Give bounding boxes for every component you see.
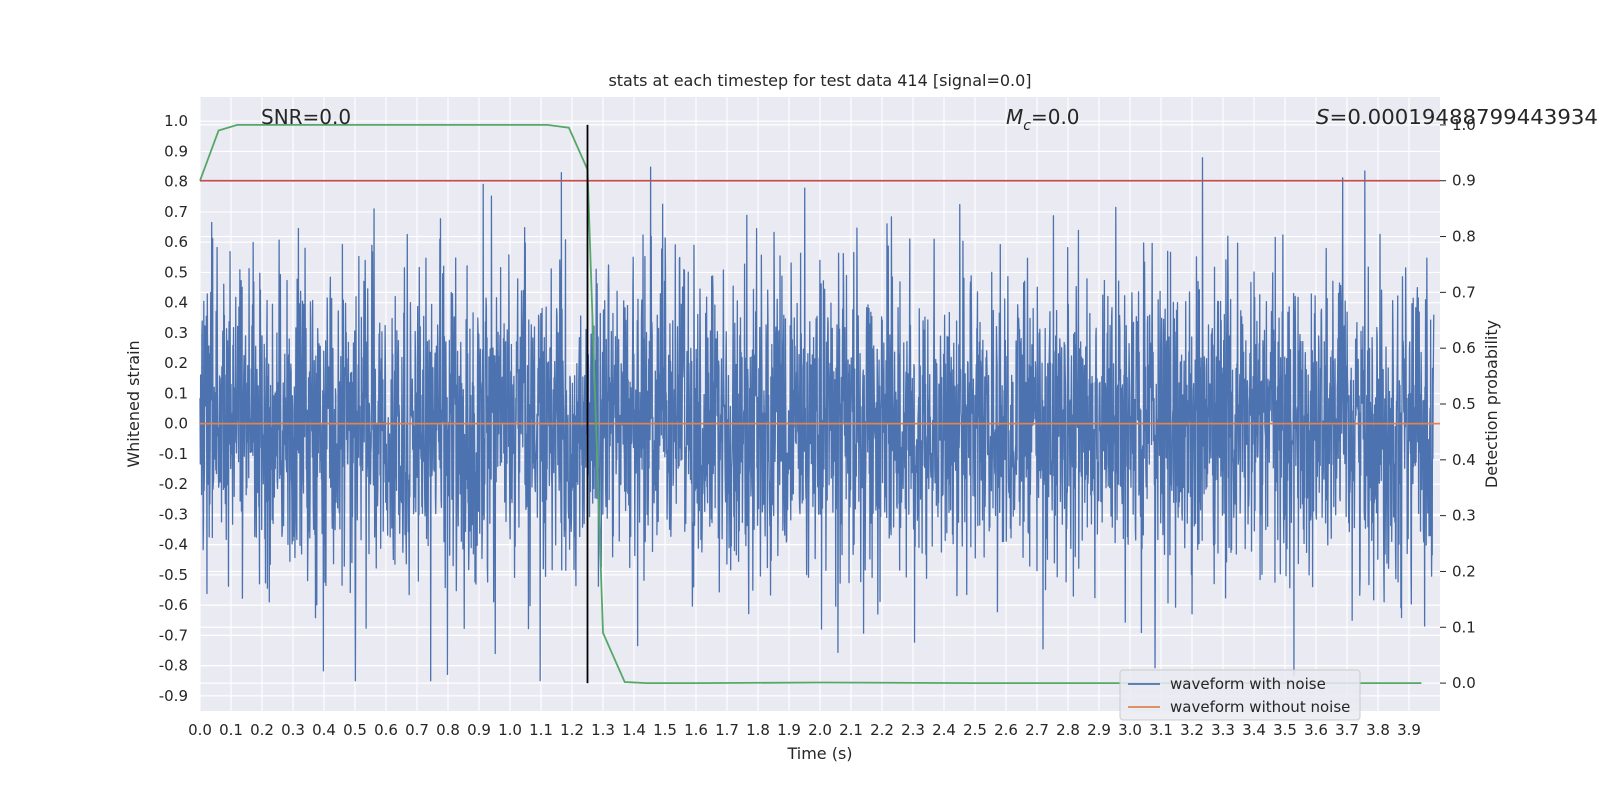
x-tick-label: 1.9 [777,721,801,739]
y-tick-label-left: -0.3 [159,505,188,523]
x-tick-label: 0.3 [281,721,305,739]
x-tick-label: 2.3 [901,721,925,739]
x-tick-label: 1.0 [498,721,522,739]
y-tick-label-left: -0.8 [159,657,188,675]
y-tick-label-left: 0.0 [164,415,188,433]
x-tick-label: 2.6 [994,721,1018,739]
x-tick-label: 3.2 [1180,721,1204,739]
y-tick-label-right: 1.0 [1452,116,1476,134]
x-tick-label: 2.8 [1056,721,1080,739]
x-tick-label: 0.1 [219,721,243,739]
y-tick-label-left: -0.7 [159,626,188,644]
legend-box [1119,669,1361,721]
x-tick-label: 0.2 [250,721,274,739]
x-tick-label: 2.9 [1087,721,1111,739]
y-tick-label-right: 0.3 [1452,507,1476,525]
snr-annotation: SNR=0.0 [261,105,351,129]
x-tick-label: 0.4 [312,721,336,739]
x-tick-label: 3.6 [1304,721,1328,739]
x-tick-label: 1.7 [715,721,739,739]
y-tick-label-left: 0.4 [164,294,188,312]
y-tick-label-left: 0.3 [164,324,188,342]
mc-symbol: M [1006,105,1023,129]
x-tick-label: 2.2 [870,721,894,739]
x-tick-label: 1.1 [529,721,553,739]
y-tick-label-left: 0.7 [164,203,188,221]
line-series [199,124,1440,684]
x-tick-label: 1.4 [622,721,646,739]
y-tick-label-right: 0.4 [1452,451,1476,469]
mc-subscript: c [1023,118,1031,134]
y-tick-label-right: 0.0 [1452,674,1476,692]
y-tick-label-left: 0.2 [164,354,188,372]
y-tick-label-left: -0.2 [159,475,188,493]
y-tick-label-left: -0.4 [159,536,188,554]
x-axis-label: Time (s) [786,744,852,763]
x-tick-label: 3.9 [1397,721,1421,739]
x-tick-label: 0.7 [405,721,429,739]
x-tick-label: 0.9 [467,721,491,739]
x-tick-label: 3.0 [1118,721,1142,739]
x-tick-label: 3.7 [1335,721,1359,739]
y-tick-label-left: -0.1 [159,445,188,463]
x-tick-label: 0.0 [188,721,212,739]
x-tick-label: 2.7 [1025,721,1049,739]
legend-entry-waveform-with-noise: waveform with noise [1170,675,1326,693]
x-tick-label: 2.1 [839,721,863,739]
y-tick-label-left: -0.9 [159,687,188,705]
x-tick-label: 1.5 [653,721,677,739]
chart-title: stats at each timestep for test data 414… [608,71,1031,90]
y-axis-label-right: Detection probability [1482,320,1501,488]
x-tick-label: 2.0 [808,721,832,739]
legend-entry-waveform-without-noise: waveform without noise [1170,698,1350,716]
y-tick-label-right: 0.8 [1452,228,1476,246]
y-tick-label-right: 0.5 [1452,395,1476,413]
legend: waveform with noise waveform without noi… [1119,669,1361,721]
y-tick-label-right: 0.2 [1452,562,1476,580]
mc-annotation: Mc=0.0 [1006,105,1080,134]
y-tick-label-left: 0.1 [164,384,188,402]
y-tick-label-left: 1.0 [164,112,188,130]
y-tick-label-right: 0.1 [1452,618,1476,636]
y-tick-label-right: 0.9 [1452,172,1476,190]
y-tick-label-left: 0.8 [164,173,188,191]
y-tick-label-left: 0.6 [164,233,188,251]
y-tick-label-left: -0.5 [159,566,188,584]
x-tick-label: 3.1 [1149,721,1173,739]
s-symbol: S [1316,105,1330,129]
x-tick-label: 1.3 [591,721,615,739]
x-tick-label: 3.5 [1273,721,1297,739]
y-tick-label-left: 0.9 [164,142,188,160]
x-tick-label: 2.5 [963,721,987,739]
waveform-with-noise-line [199,157,1435,682]
x-tick-label: 1.8 [746,721,770,739]
y-tick-label-right: 0.7 [1452,283,1476,301]
y-tick-label-left: 0.5 [164,263,188,281]
mc-value: =0.0 [1031,105,1080,129]
x-tick-label: 0.5 [343,721,367,739]
y-tick-label-left: -0.6 [159,596,188,614]
x-tick-label: 3.8 [1366,721,1390,739]
y-axis-label-left: Whitened strain [124,340,143,467]
y-tick-label-right: 0.6 [1452,339,1476,357]
s-value: =0.00019488799443934 [1330,105,1598,129]
x-tick-label: 0.8 [436,721,460,739]
x-tick-label: 2.4 [932,721,956,739]
tick-labels: 0.0 0.1 0.2 0.3 0.4 0.5 0.6 0.7 0.8 0.9 1.0 1.1 1.2 1… [159,112,1476,739]
x-tick-label: 1.2 [560,721,584,739]
x-tick-label: 0.6 [374,721,398,739]
x-tick-label: 3.3 [1211,721,1235,739]
x-tick-label: 1.6 [684,721,708,739]
s-annotation: S=0.00019488799443934 [1316,105,1598,129]
detection-probability-line [199,124,1422,684]
x-tick-label: 3.4 [1242,721,1266,739]
waveform-with-noise-series [199,157,1435,682]
